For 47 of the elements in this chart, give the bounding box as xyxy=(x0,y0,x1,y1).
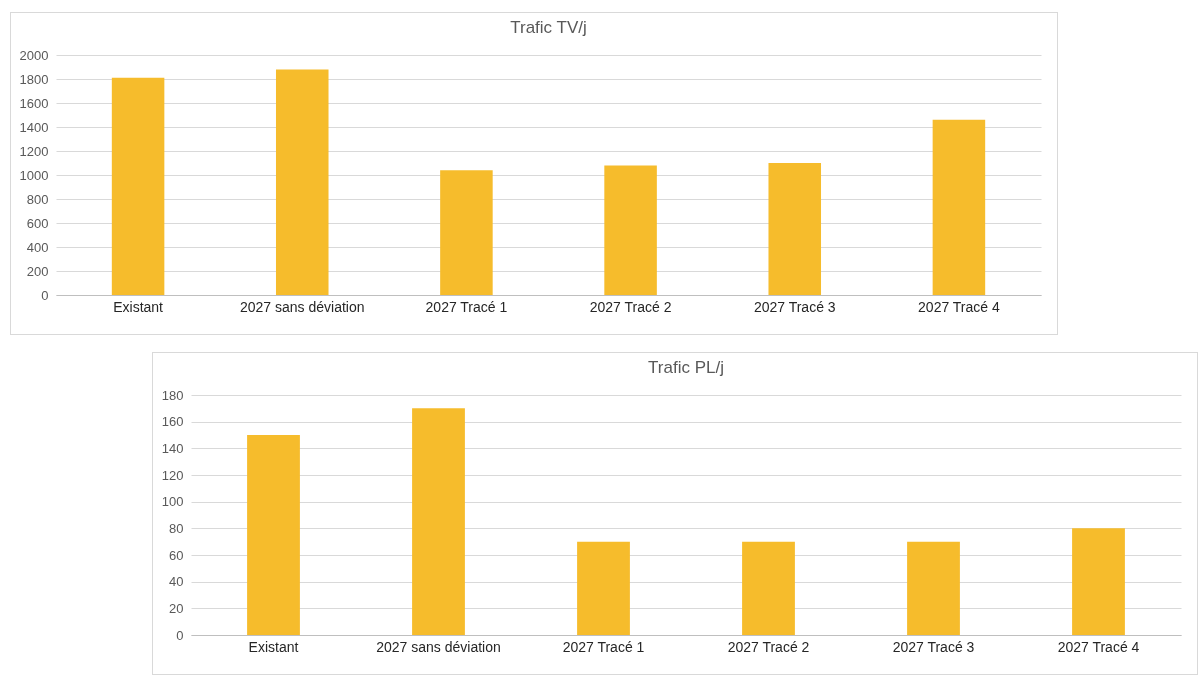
bar xyxy=(412,408,465,635)
x-tick-label: 2027 Tracé 2 xyxy=(589,298,672,315)
bar xyxy=(275,69,329,295)
y-tick-label: 20 xyxy=(169,600,184,616)
bar xyxy=(742,541,795,635)
y-tick-label: 1800 xyxy=(19,71,49,87)
y-tick-label: 1400 xyxy=(19,119,49,135)
y-tick-label: 140 xyxy=(161,440,184,456)
x-tick-label: Existant xyxy=(113,298,164,315)
y-tick-label: 1000 xyxy=(19,167,49,183)
x-tick-label: 2027 Tracé 4 xyxy=(918,298,1000,315)
bar xyxy=(768,163,822,295)
y-tick-label: 800 xyxy=(26,191,49,207)
x-tick-label: 2027 Tracé 4 xyxy=(1057,638,1140,655)
y-tick-label: 40 xyxy=(169,574,184,590)
bar xyxy=(1072,528,1125,635)
y-tick-label: 80 xyxy=(169,520,184,536)
y-tick-label: 0 xyxy=(41,287,49,303)
x-tick-label: 2027 sans déviation xyxy=(239,298,365,315)
y-tick-label: 100 xyxy=(161,494,184,510)
chart-title: Trafic TV/j xyxy=(510,18,587,37)
bar xyxy=(932,119,986,295)
bar xyxy=(604,165,657,295)
y-tick-label: 120 xyxy=(161,467,184,483)
y-tick-label: 1600 xyxy=(19,95,49,111)
y-tick-label: 180 xyxy=(161,387,184,403)
bar xyxy=(577,541,630,635)
y-tick-label: 60 xyxy=(169,547,184,563)
y-tick-label: 0 xyxy=(176,627,184,643)
x-tick-label: 2027 Tracé 1 xyxy=(562,638,645,655)
x-tick-label: 2027 sans déviation xyxy=(376,638,501,655)
x-tick-label: 2027 Tracé 3 xyxy=(892,638,975,655)
x-tick-label: 2027 Tracé 2 xyxy=(727,638,810,655)
y-tick-label: 400 xyxy=(26,239,49,255)
y-tick-label: 1200 xyxy=(19,143,49,159)
y-tick-label: 600 xyxy=(26,215,49,231)
x-tick-label: Existant xyxy=(248,638,299,655)
bar xyxy=(111,77,165,295)
y-tick-label: 2000 xyxy=(19,47,49,63)
bar xyxy=(907,541,960,635)
x-tick-label: 2027 Tracé 3 xyxy=(753,298,836,315)
x-tick-label: 2027 Tracé 1 xyxy=(425,298,508,315)
y-tick-label: 160 xyxy=(161,414,184,430)
bar xyxy=(247,435,300,635)
bar xyxy=(440,170,493,295)
y-tick-label: 200 xyxy=(26,263,49,279)
chart-title: Trafic PL/j xyxy=(648,358,724,377)
